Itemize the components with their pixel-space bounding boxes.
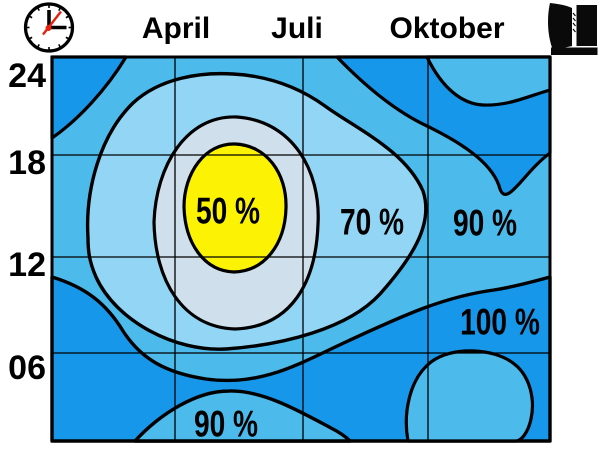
clock-hub [45, 25, 52, 31]
book-left-cover [548, 3, 572, 50]
clock-second-hand [42, 10, 62, 36]
book-base [551, 47, 598, 55]
clock-icon[interactable] [20, 1, 78, 54]
region-90-bottom-hump [133, 389, 352, 443]
book-right-page [576, 5, 597, 46]
clock-ticks [26, 4, 72, 51]
plot-border [50, 55, 552, 443]
book-icon[interactable] [545, 0, 600, 58]
book-spine-marks [572, 12, 576, 33]
region-90-top-right-blob [425, 55, 552, 107]
region-90-bottom-right-blob [404, 349, 535, 443]
region-50-core [182, 142, 288, 274]
